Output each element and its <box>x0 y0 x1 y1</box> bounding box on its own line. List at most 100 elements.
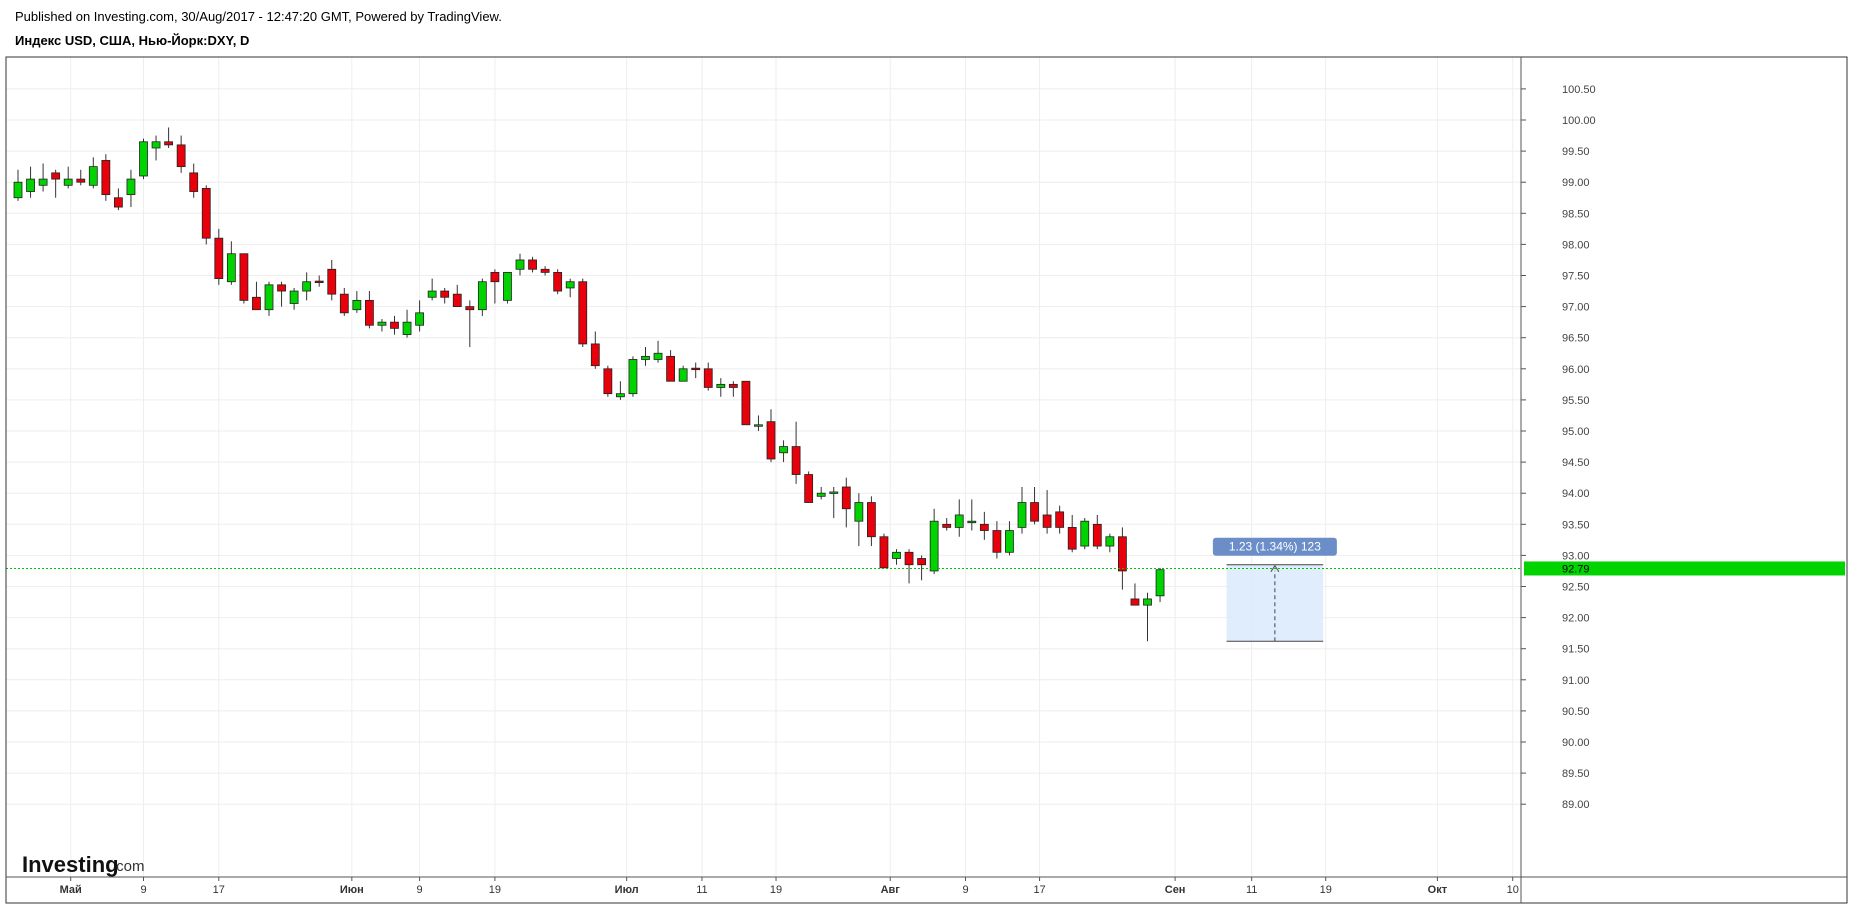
time-axis[interactable]: Май 9 17 Июн 9 19 Июл 11 19 Авг 9 17 Сен 11 19 Окт 10 <box>60 877 1519 896</box>
published-note: Published on Investing.com, 30/Aug/2017 … <box>15 9 502 24</box>
candle <box>979 511 989 540</box>
candle <box>1092 514 1102 550</box>
candle-body <box>1042 514 1052 528</box>
candle <box>51 169 61 198</box>
candle-body <box>1055 511 1065 528</box>
candle-body <box>528 259 537 270</box>
candle <box>252 281 261 311</box>
price-axis[interactable]: 100.50 100.00 99.50 99.00 98.50 98.00 97.50 97.… <box>1521 84 1596 811</box>
candle-body <box>892 551 901 559</box>
candle-body <box>716 383 726 388</box>
candle-body <box>26 178 35 192</box>
candle <box>565 278 575 298</box>
candle-body <box>942 523 952 528</box>
candle-body <box>603 368 613 395</box>
candle <box>841 477 851 528</box>
candle <box>791 421 801 484</box>
candle-body <box>38 178 48 186</box>
candle <box>741 380 751 426</box>
time-tick-label: 9 <box>140 884 146 896</box>
candle-body <box>1030 502 1039 522</box>
candle <box>992 521 1002 559</box>
candle-body <box>628 359 638 395</box>
price-range-measure[interactable]: 1.23 (1.34%) 123 <box>1212 537 1337 642</box>
candle <box>390 315 399 335</box>
candle <box>942 518 952 531</box>
candle-body <box>427 290 437 298</box>
candle-body <box>465 306 475 311</box>
time-tick-label: 11 <box>1246 884 1257 896</box>
time-tick-label: 9 <box>962 884 968 896</box>
time-tick-label: Июл <box>615 884 639 896</box>
candle-body <box>402 321 412 335</box>
candle-body <box>1067 527 1077 550</box>
candle <box>427 278 437 301</box>
candle-body <box>565 281 575 289</box>
candle-body <box>754 424 763 427</box>
price-tick-label: 97.00 <box>1562 302 1590 314</box>
candle-body <box>1143 598 1152 606</box>
candle-body <box>728 383 738 388</box>
candle <box>1080 518 1090 550</box>
candle-body <box>490 271 500 283</box>
candle-body <box>252 296 261 311</box>
candle-body <box>503 271 512 301</box>
candle <box>415 300 425 332</box>
candle <box>854 493 864 547</box>
candle <box>1042 490 1052 534</box>
candle-body <box>114 197 123 208</box>
candle-body <box>302 281 312 292</box>
candle-body <box>1155 569 1165 597</box>
candle <box>1143 592 1152 642</box>
candle <box>1055 505 1065 534</box>
price-tick-label: 98.00 <box>1562 239 1590 251</box>
candle-body <box>277 284 286 292</box>
candle <box>503 271 512 304</box>
candle <box>754 415 763 431</box>
candle-body <box>151 141 161 149</box>
candle <box>728 381 738 397</box>
price-tick-label: 89.00 <box>1562 799 1590 811</box>
candle <box>126 169 136 208</box>
price-tick-label: 94.50 <box>1562 457 1590 469</box>
candle <box>892 549 901 565</box>
candle <box>703 362 713 391</box>
candle <box>352 291 362 313</box>
time-tick-label: Июн <box>340 884 364 896</box>
candle-body <box>829 491 839 494</box>
candle-body <box>1005 530 1014 553</box>
candle-body <box>879 536 889 569</box>
candle-body <box>553 271 563 292</box>
candle <box>691 362 701 379</box>
candle-body <box>929 520 939 572</box>
candle-body <box>126 178 136 196</box>
time-tick-label: 9 <box>417 884 423 896</box>
candle <box>678 365 688 382</box>
candle-body <box>13 181 23 199</box>
time-tick-label: 10 <box>1507 884 1519 896</box>
candle <box>226 241 236 285</box>
candle-body <box>904 551 914 566</box>
candle-body <box>691 367 701 371</box>
candle <box>26 166 35 198</box>
candle <box>628 356 638 397</box>
candle-body <box>88 166 98 186</box>
candle-body <box>854 502 864 522</box>
candle <box>716 378 726 397</box>
candle-body <box>967 520 977 524</box>
price-tick-label: 89.50 <box>1562 768 1590 780</box>
candle <box>327 259 337 301</box>
last-price-label: 92.79 <box>1562 563 1590 575</box>
price-tick-label: 95.00 <box>1562 426 1590 438</box>
candle-body <box>63 178 73 186</box>
candle <box>440 287 450 304</box>
price-tick-label: 93.00 <box>1562 550 1590 562</box>
last-price-badge-bg <box>1524 561 1845 576</box>
candle <box>603 365 613 397</box>
candle <box>1067 514 1077 553</box>
candle-body <box>76 178 86 183</box>
candle <box>515 253 525 276</box>
candle <box>641 347 650 366</box>
candle-body <box>51 172 61 180</box>
